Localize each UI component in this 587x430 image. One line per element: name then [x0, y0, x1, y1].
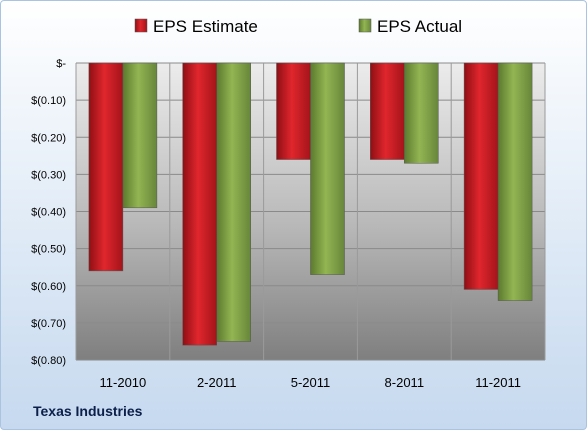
bar-eps-estimate	[370, 62, 405, 160]
bar-eps-estimate	[463, 62, 499, 290]
y-tick-label: $(0.10)	[31, 95, 66, 107]
legend-swatch-actual	[358, 18, 372, 33]
y-axis: $- $(0.10) $(0.20) $(0.30) $(0.40) $(0.50) $(0…	[31, 58, 66, 367]
company-name: Texas Industries	[33, 403, 143, 419]
y-tick-label: $(0.30)	[31, 169, 66, 181]
bar-eps-estimate	[276, 62, 311, 160]
bars	[88, 62, 533, 346]
bar-eps-estimate	[88, 62, 124, 272]
x-category-label: 8-2011	[385, 375, 425, 390]
x-category-label: 11-2010	[100, 375, 147, 390]
y-tick-label: $(0.60)	[31, 281, 66, 293]
legend-label-actual: EPS Actual	[377, 17, 462, 36]
y-tick-label: $(0.40)	[31, 207, 66, 219]
bar-eps-actual	[122, 62, 158, 209]
x-category-label: 5-2011	[291, 375, 331, 390]
bar-eps-actual	[310, 62, 345, 275]
y-tick-label: $(0.20)	[31, 132, 66, 144]
y-tick-label: $(0.70)	[31, 318, 66, 330]
legend-swatch-estimate	[134, 18, 148, 33]
legend: EPS Estimate EPS Actual	[134, 17, 462, 36]
y-tick-label: $(0.80)	[31, 355, 66, 367]
bar-eps-actual	[216, 62, 251, 342]
y-tick-label: $(0.50)	[31, 244, 66, 256]
x-category-label: 11-2011	[475, 375, 521, 390]
legend-label-estimate: EPS Estimate	[153, 17, 258, 36]
bar-eps-actual	[404, 62, 439, 164]
y-tick-label: $-	[56, 58, 66, 70]
bar-eps-actual	[497, 62, 533, 301]
x-axis: 11-2010 2-2011 5-2011 8-2011 11-2011	[100, 375, 521, 390]
x-category-label: 2-2011	[197, 375, 237, 390]
bar-eps-estimate	[182, 62, 217, 346]
